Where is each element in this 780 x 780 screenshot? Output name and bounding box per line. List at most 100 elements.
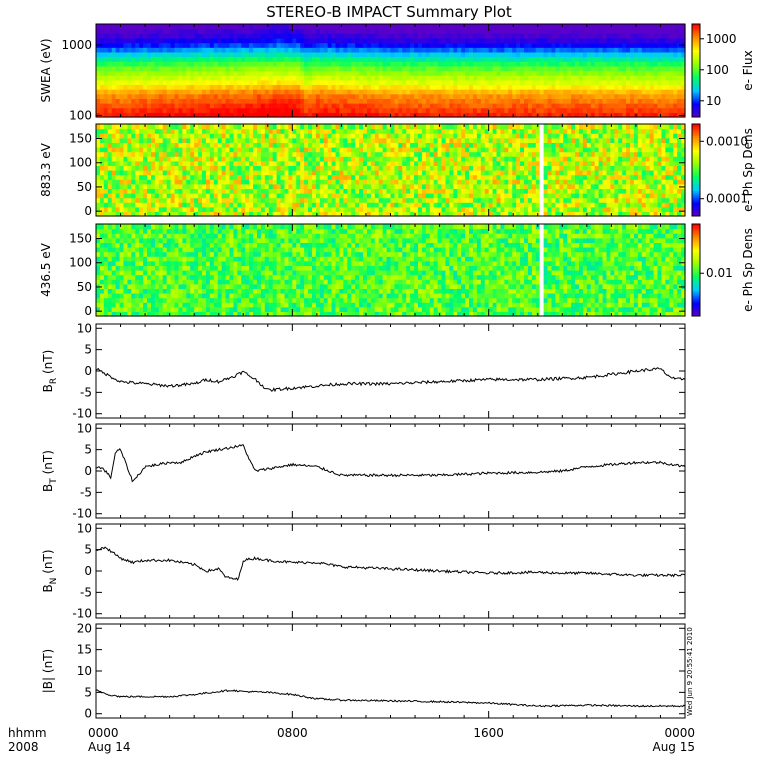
colorbar-label: e- Flux (741, 50, 755, 90)
heatmap-cell (331, 103, 337, 109)
heatmap-cell (150, 47, 156, 53)
heatmap-cell (406, 51, 411, 58)
heatmap-cell (288, 93, 293, 99)
heatmap-cell (135, 137, 140, 143)
heatmap-cell (256, 151, 262, 157)
heatmap-cell (202, 47, 207, 53)
heatmap-cell (331, 61, 337, 67)
heatmap-cell (575, 70, 580, 76)
heatmap-cell (673, 75, 678, 81)
heatmap-cell (135, 179, 140, 185)
heatmap-cell (225, 28, 231, 34)
heatmap-cell (237, 47, 242, 53)
heatmap-cell (421, 133, 427, 139)
heatmap-cell (241, 137, 246, 143)
heatmap-cell (633, 65, 639, 72)
heatmap-cell (229, 84, 235, 90)
heatmap-cell (107, 160, 113, 166)
heatmap-cell (319, 84, 325, 90)
heatmap-cell (351, 61, 356, 67)
heatmap-cell (170, 142, 176, 148)
heatmap-cell (264, 137, 270, 143)
heatmap-cell (300, 197, 305, 203)
heatmap-cell (531, 75, 537, 81)
heatmap-cell (233, 98, 238, 104)
heatmap-cell (174, 103, 180, 109)
heatmap-cell (461, 174, 466, 180)
heatmap-cell (610, 37, 615, 44)
heatmap-cell (586, 56, 592, 62)
heatmap-cell (256, 170, 262, 176)
heatmap-cell (602, 84, 608, 90)
heatmap-cell (308, 107, 313, 113)
heatmap-cell (233, 56, 238, 62)
heatmap-cell (331, 89, 337, 95)
heatmap-cell (280, 93, 286, 99)
heatmap-cell (559, 24, 564, 30)
heatmap-cell (465, 61, 470, 67)
heatmap-cell (410, 183, 415, 189)
heatmap-cell (547, 93, 553, 99)
heatmap-cell (441, 147, 447, 153)
heatmap-cell (221, 70, 227, 76)
heatmap-cell (582, 42, 588, 48)
heatmap-cell (359, 174, 364, 180)
heatmap-cell (245, 51, 250, 58)
heatmap-cell (96, 98, 101, 104)
heatmap-cell (567, 24, 572, 30)
heatmap-cell (547, 65, 553, 72)
heatmap-cell (268, 183, 274, 189)
heatmap-cell (402, 183, 407, 189)
heatmap-cell (249, 133, 254, 139)
heatmap-cell (559, 51, 564, 58)
heatmap-cell (366, 84, 372, 90)
heatmap-cell (143, 79, 148, 86)
heatmap-cell (284, 188, 290, 194)
heatmap-cell (382, 202, 388, 208)
heatmap-cell (355, 151, 360, 157)
heatmap-cell (386, 47, 392, 53)
heatmap-cell (610, 47, 615, 53)
heatmap-cell (414, 89, 419, 95)
colorbar-swatch (692, 58, 700, 62)
heatmap-cell (449, 89, 454, 95)
heatmap-cell (571, 37, 576, 44)
heatmap-cell (174, 75, 180, 81)
heatmap-cell (280, 24, 286, 30)
heatmap-cell (649, 61, 655, 67)
heatmap-cell (202, 98, 207, 104)
heatmap-cell (147, 151, 152, 157)
heatmap-cell (539, 47, 545, 53)
heatmap-cell (496, 33, 502, 39)
heatmap-cell (359, 151, 364, 157)
heatmap-cell (457, 98, 462, 104)
heatmap-cell (500, 75, 505, 81)
heatmap-cell (186, 202, 191, 208)
heatmap-cell (308, 133, 313, 139)
heatmap-cell (319, 79, 325, 86)
heatmap-cell (508, 65, 513, 72)
heatmap-cell (406, 156, 411, 162)
heatmap-cell (327, 156, 333, 162)
heatmap-cell (131, 103, 136, 109)
heatmap-cell (253, 128, 258, 134)
heatmap-cell (394, 65, 399, 72)
heatmap-cell (386, 147, 392, 153)
heatmap-cell (162, 89, 168, 95)
heatmap-cell (386, 165, 392, 171)
heatmap-cell (484, 103, 490, 109)
heatmap-cell (414, 79, 419, 86)
heatmap-cell (453, 89, 458, 95)
heatmap-cell (351, 124, 356, 130)
heatmap-cell (225, 51, 231, 58)
heatmap-cell (127, 211, 132, 217)
heatmap-cell (170, 79, 176, 86)
heatmap-cell (268, 70, 274, 76)
heatmap-cell (355, 174, 360, 180)
heatmap-cell (150, 107, 156, 113)
heatmap-cell (461, 156, 466, 162)
heatmap-cell (268, 133, 274, 139)
heatmap-cell (500, 103, 505, 109)
heatmap-cell (284, 65, 290, 72)
